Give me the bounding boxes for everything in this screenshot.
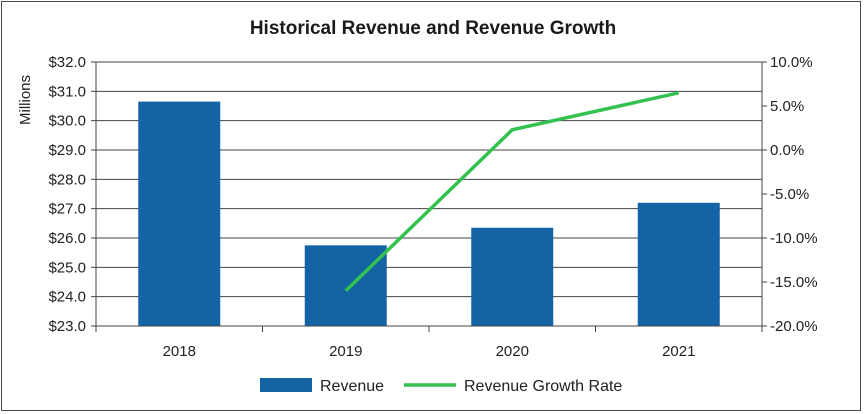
left-axis-ticks: $23.0 $24.0 $25.0 $26.0 $27.0 $28.0 $29.0 $30.0… <box>48 54 96 335</box>
x-axis-ticks: 2018 2019 2020 2021 <box>163 343 696 360</box>
y-tick-label: $24.0 <box>48 289 86 306</box>
bar-2019 <box>304 245 387 326</box>
y-tick-label: $28.0 <box>48 171 86 188</box>
x-tick-label: 2020 <box>496 343 529 360</box>
x-tick-label: 2019 <box>329 343 362 360</box>
right-axis-ticks: -20.0% -15.0% -10.0% -5.0% 0.0% 5.0% 10.0% <box>762 54 818 335</box>
bar-2018 <box>138 101 221 326</box>
y-tick-label: $30.0 <box>48 113 86 130</box>
legend-label-revenue: Revenue <box>320 378 384 395</box>
y2-tick-label: -20.0% <box>770 318 818 335</box>
y2-tick-label: -15.0% <box>770 274 818 291</box>
y-tick-label: $27.0 <box>48 201 86 218</box>
y-tick-label: $32.0 <box>48 54 86 71</box>
y-tick-label: $31.0 <box>48 83 86 100</box>
y-tick-label: $23.0 <box>48 318 86 335</box>
y2-tick-label: 5.0% <box>770 98 804 115</box>
x-tick-label: 2018 <box>163 343 196 360</box>
legend: Revenue Revenue Growth Rate <box>260 378 622 395</box>
growth-line-group <box>344 91 680 293</box>
y-tick-label: $25.0 <box>48 259 86 276</box>
y2-tick-label: -5.0% <box>770 186 809 203</box>
y-tick-label: $26.0 <box>48 230 86 247</box>
bar-2021 <box>637 202 720 326</box>
bars <box>138 101 720 326</box>
y2-tick-label: 0.0% <box>770 142 804 159</box>
legend-swatch-revenue <box>260 378 312 392</box>
y2-tick-label: 10.0% <box>770 54 813 71</box>
legend-label-growth: Revenue Growth Rate <box>464 378 622 395</box>
x-tick-label: 2021 <box>662 343 695 360</box>
y-tick-label: $29.0 <box>48 142 86 159</box>
y-axis-label: Millions <box>17 75 34 125</box>
y2-tick-label: -10.0% <box>770 230 818 247</box>
chart-title: Historical Revenue and Revenue Growth <box>250 18 616 39</box>
bar-2020 <box>471 227 554 326</box>
